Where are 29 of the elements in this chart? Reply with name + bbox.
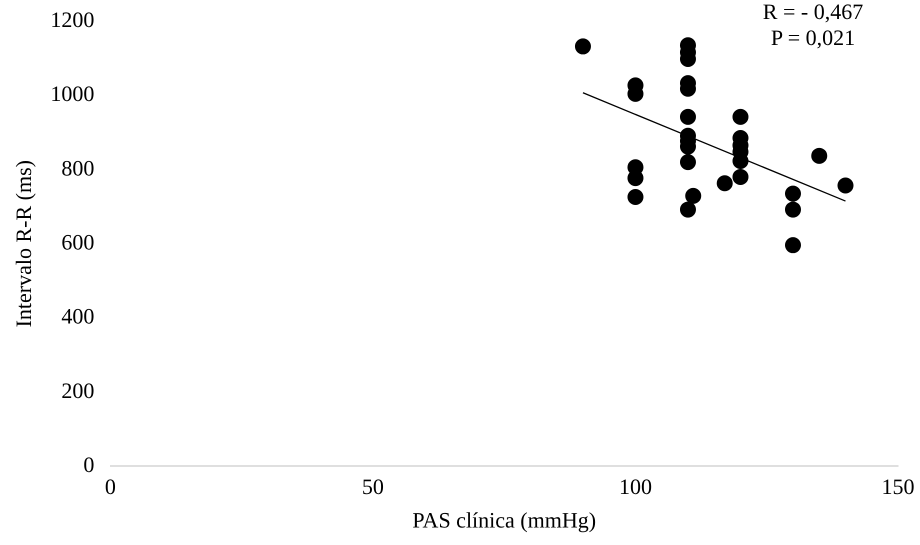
x-tick-label: 100 [618, 474, 652, 500]
x-axis-title: PAS clínica (mmHg) [412, 508, 596, 533]
y-tick-label: 200 [61, 378, 94, 403]
y-tick-label: 400 [61, 304, 94, 329]
point [784, 237, 801, 254]
x-tick-label: 150 [882, 474, 914, 500]
y-tick-label: 1200 [50, 6, 94, 32]
y-axis-title: Intervalo R-R (ms) [10, 160, 36, 328]
y-tick-label: 600 [61, 229, 94, 254]
point [680, 202, 696, 218]
y-tick-label: 800 [61, 155, 94, 180]
point [732, 108, 748, 125]
point [732, 168, 748, 185]
x-tick-label: 50 [362, 474, 384, 500]
point [680, 154, 696, 170]
annotation: P = 0,021 [770, 25, 856, 50]
y-tick-label: 1000 [50, 81, 94, 106]
x-tick-label: 0 [104, 474, 116, 500]
point [784, 202, 801, 218]
point [716, 175, 733, 192]
point [837, 177, 854, 194]
point [627, 188, 644, 205]
point [784, 186, 801, 202]
point [685, 188, 702, 204]
point [680, 108, 696, 125]
y-tick-label: 0 [83, 452, 94, 477]
annotation: R = - 0,467 [762, 0, 864, 24]
point [811, 148, 828, 164]
point [574, 38, 591, 54]
